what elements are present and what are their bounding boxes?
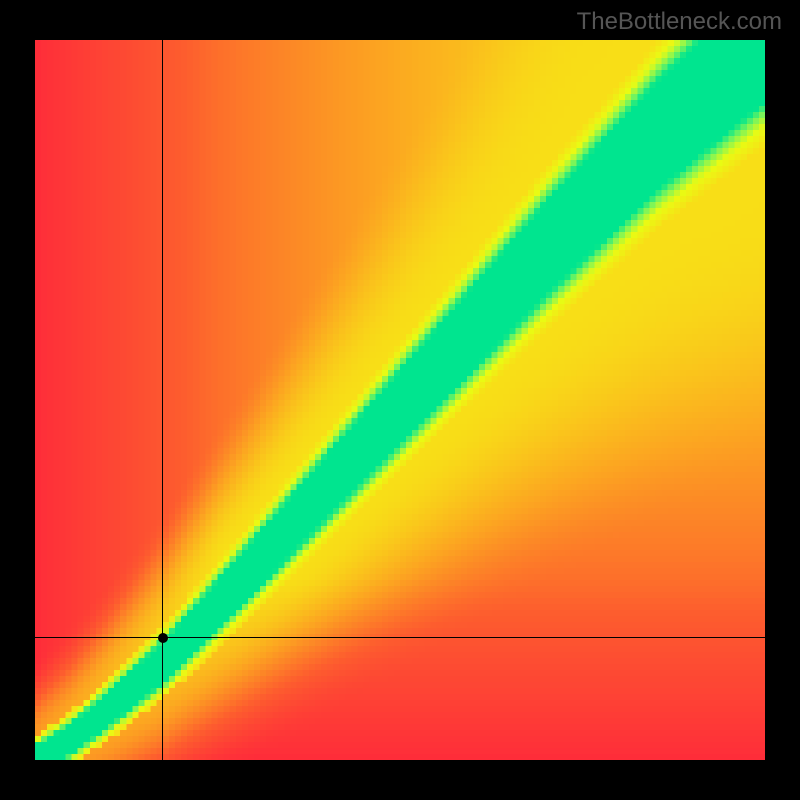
chart-container: TheBottleneck.com: [0, 0, 800, 800]
bottleneck-heatmap: [35, 40, 765, 760]
attribution-label: TheBottleneck.com: [577, 8, 782, 36]
crosshair-marker: [158, 633, 168, 643]
crosshair-vertical: [162, 40, 163, 760]
plot-area: [35, 40, 765, 760]
crosshair-horizontal: [35, 637, 765, 638]
